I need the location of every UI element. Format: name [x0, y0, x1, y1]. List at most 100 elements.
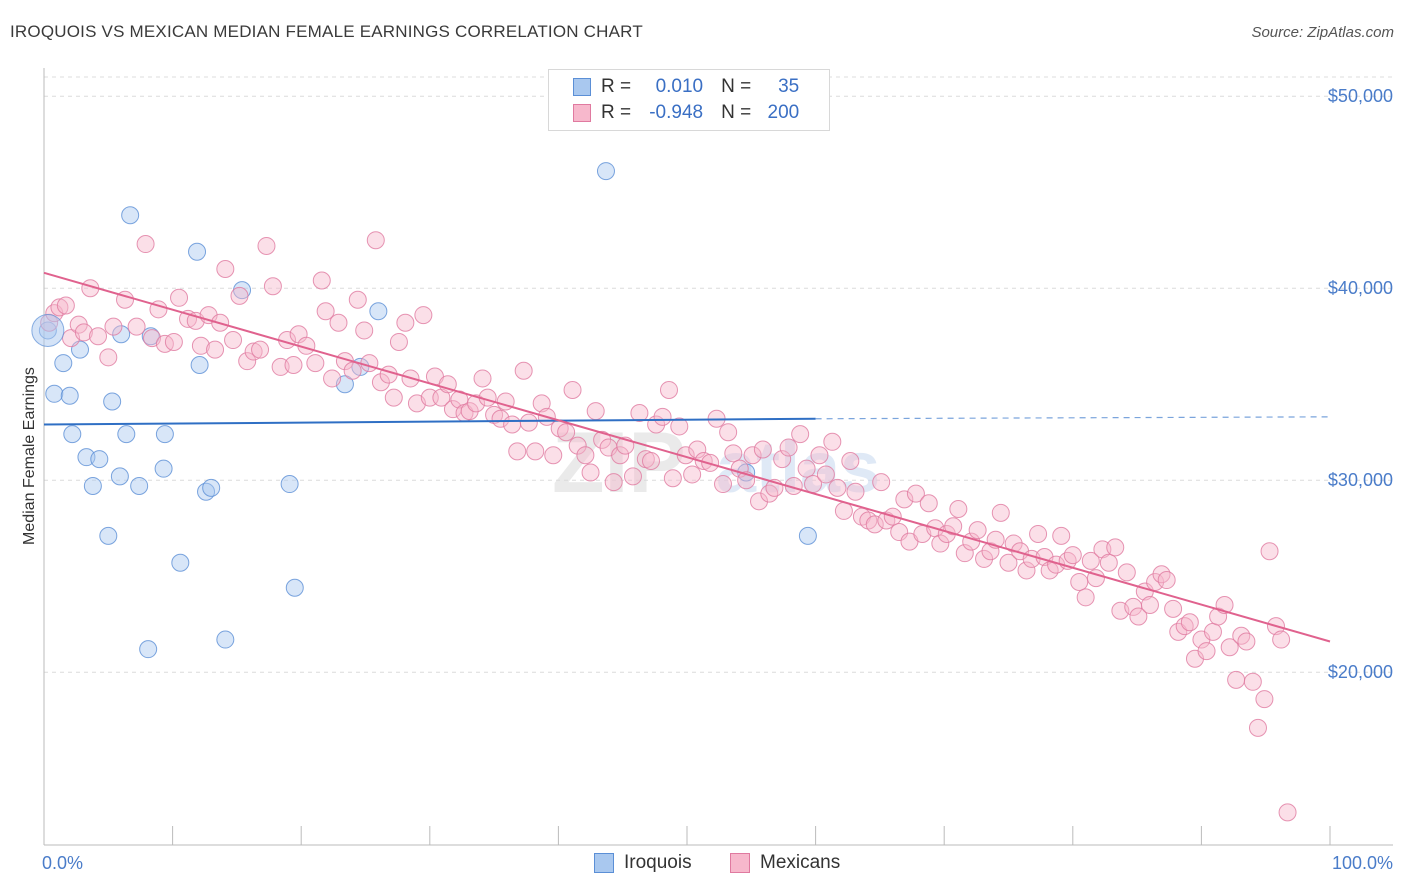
trend-line-mexicans — [43, 271, 1331, 643]
point-mexicans — [384, 388, 403, 407]
point-mexicans — [1164, 599, 1183, 618]
legend-r-label: R = — [601, 102, 632, 123]
point-mexicans — [630, 404, 649, 422]
point-mexicans — [750, 492, 769, 511]
point-mexicans — [779, 438, 798, 457]
point-mexicans — [846, 482, 865, 501]
x-tick-labels: 0.0% 100.0% — [42, 853, 1393, 873]
point-mexicans — [683, 465, 702, 484]
point-iroquois — [285, 578, 304, 597]
point-iroquois — [171, 553, 190, 572]
legend-r-value: -0.948 — [649, 102, 704, 123]
y-tick-label: $20,000 — [1328, 662, 1393, 682]
point-mexicans — [1106, 538, 1125, 557]
point-mexicans — [663, 469, 682, 488]
point-mexicans — [1157, 571, 1176, 590]
point-mexicans — [360, 354, 379, 373]
legend-r-label: R = — [601, 76, 632, 97]
legend-swatch-mexicans — [573, 104, 591, 122]
point-mexicans — [1248, 718, 1267, 737]
legend-row-iroquois: R = 0.010 N = 35 — [573, 75, 799, 99]
point-iroquois — [798, 526, 817, 545]
point-mexicans — [1076, 588, 1095, 607]
point-mexicans — [1209, 607, 1228, 626]
point-iroquois — [99, 526, 118, 545]
axes — [43, 68, 1393, 846]
point-mexicans — [532, 394, 551, 413]
y-tick-labels: $20,000 $30,000 $40,000 $50,000 — [1328, 86, 1393, 682]
point-mexicans — [206, 340, 225, 359]
point-mexicans — [366, 231, 385, 250]
point-mexicans — [919, 494, 938, 513]
point-mexicans — [841, 452, 860, 470]
point-mexicans — [1070, 572, 1089, 591]
point-mexicans — [56, 296, 75, 315]
x-tick-label-min: 0.0% — [42, 853, 83, 873]
point-iroquois — [280, 475, 299, 494]
point-mexicans — [216, 260, 235, 278]
point-mexicans — [1029, 524, 1048, 543]
point-mexicans — [1227, 670, 1246, 689]
y-tick-label: $50,000 — [1328, 86, 1393, 106]
point-mexicans — [623, 467, 642, 486]
point-mexicans — [865, 515, 884, 534]
point-mexicans — [460, 402, 479, 421]
point-mexicans — [104, 317, 123, 336]
legend-label-iroquois: Iroquois — [624, 852, 692, 873]
point-mexicans — [641, 452, 660, 470]
point-mexicans — [514, 361, 533, 380]
point-mexicans — [1237, 632, 1256, 651]
point-mexicans — [438, 375, 457, 394]
point-mexicans — [557, 423, 576, 442]
point-mexicans — [224, 331, 243, 350]
point-mexicans — [329, 313, 348, 332]
point-iroquois — [369, 302, 388, 321]
point-mexicans — [797, 459, 816, 478]
point-iroquois — [139, 640, 158, 659]
point-mexicans — [170, 288, 189, 307]
point-mexicans — [519, 413, 538, 432]
point-mexicans — [312, 271, 331, 290]
point-mexicans — [1052, 526, 1071, 545]
x-tick-label-max: 100.0% — [1332, 853, 1393, 873]
point-mexicans — [1180, 613, 1199, 632]
legend-item-iroquois: Iroquois — [594, 852, 692, 874]
point-iroquois — [83, 476, 102, 495]
legend-swatch-mexicans — [730, 853, 750, 873]
point-mexicans — [834, 501, 853, 520]
point-mexicans — [743, 446, 762, 465]
point-mexicans — [576, 446, 595, 465]
point-mexicans — [136, 235, 155, 254]
legend-swatch-iroquois — [573, 78, 591, 96]
point-mexicans — [164, 332, 183, 351]
point-iroquois — [45, 384, 64, 403]
point-mexicans — [816, 465, 835, 484]
point-mexicans — [1081, 551, 1100, 570]
point-mexicans — [99, 348, 118, 367]
point-mexicans — [719, 423, 738, 442]
point-iroquois — [190, 356, 209, 374]
point-mexicans — [1272, 630, 1291, 649]
point-mexicans — [611, 446, 630, 465]
data-points — [31, 162, 1297, 822]
point-mexicans — [544, 446, 563, 465]
point-mexicans — [1260, 542, 1279, 561]
point-mexicans — [810, 446, 829, 465]
stats-legend: R = 0.010 N = 35 R = -0.948 N = 200 — [548, 69, 830, 131]
point-iroquois-large — [31, 313, 65, 347]
point-mexicans — [74, 323, 93, 342]
point-mexicans — [89, 327, 108, 346]
point-mexicans — [348, 290, 367, 309]
legend-row-mexicans: R = -0.948 N = 200 — [573, 101, 799, 125]
point-iroquois — [155, 425, 174, 444]
point-mexicans — [1129, 607, 1148, 626]
series-legend: Iroquois Mexicans — [0, 852, 1406, 878]
point-iroquois — [188, 242, 207, 261]
point-mexicans — [975, 549, 994, 568]
point-mexicans — [414, 306, 433, 325]
point-mexicans — [467, 394, 486, 413]
source-credit: Source: ZipAtlas.com — [1251, 24, 1394, 41]
point-mexicans — [503, 415, 522, 434]
point-mexicans — [760, 484, 779, 503]
